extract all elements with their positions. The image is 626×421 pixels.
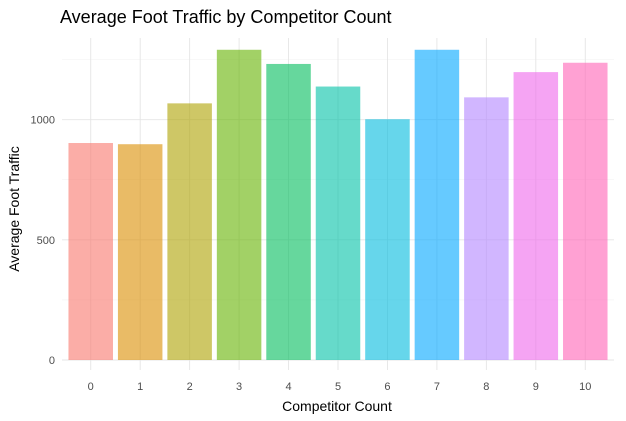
y-axis-title: Average Foot Traffic	[6, 146, 22, 272]
bar-8	[464, 97, 509, 360]
bars	[68, 49, 608, 361]
bar-4	[266, 63, 311, 360]
bar-3	[216, 49, 262, 361]
y-tick-label: 1000	[31, 115, 55, 127]
x-tick-label: 9	[533, 381, 539, 393]
y-axis-ticks: 0 500 1000	[31, 115, 55, 367]
bar-5	[315, 86, 361, 360]
x-tick-label: 0	[88, 381, 94, 393]
bar-2	[167, 103, 212, 361]
x-tick-label: 7	[434, 381, 440, 393]
y-tick-label: 0	[49, 355, 55, 367]
chart-title: Average Foot Traffic by Competitor Count	[60, 7, 392, 27]
x-tick-label: 8	[483, 381, 489, 393]
bar-0	[68, 143, 113, 360]
x-tick-label: 1	[137, 381, 143, 393]
x-tick-label: 4	[285, 381, 291, 393]
x-axis-title: Competitor Count	[282, 398, 392, 414]
bar-10	[563, 62, 608, 360]
bar-7	[414, 49, 460, 361]
x-axis-ticks: 0 1 2 3 4 5 6 7 8 9 10	[88, 381, 592, 393]
x-tick-label: 3	[236, 381, 242, 393]
bar-6	[365, 119, 410, 360]
x-tick-label: 6	[384, 381, 390, 393]
bar-1	[117, 144, 163, 360]
x-tick-label: 10	[579, 381, 591, 393]
x-tick-label: 2	[187, 381, 193, 393]
bar-9	[513, 72, 559, 361]
y-tick-label: 500	[37, 235, 55, 247]
x-tick-label: 5	[335, 381, 341, 393]
